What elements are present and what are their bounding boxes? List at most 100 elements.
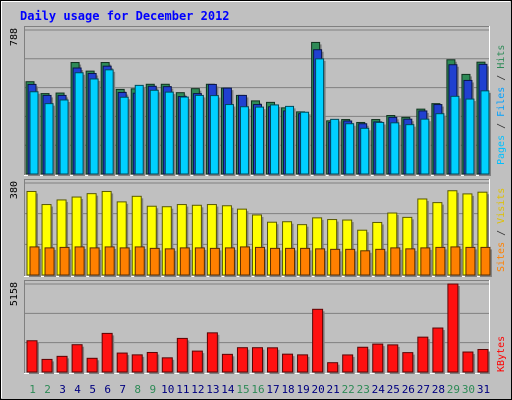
x-tick-label: 29 xyxy=(447,383,460,396)
x-tick-label: 11 xyxy=(176,383,189,396)
x-tick-label: 21 xyxy=(327,383,340,396)
axis-label-part: / xyxy=(496,69,507,87)
bar-pages xyxy=(360,127,370,175)
bar-kbytes xyxy=(462,351,474,373)
bar-sites xyxy=(194,247,205,276)
bar-kbytes xyxy=(402,352,414,373)
bar-kbytes xyxy=(251,347,263,373)
bar-sites xyxy=(345,248,356,276)
bar-sites xyxy=(315,248,326,276)
x-tick-label: 18 xyxy=(281,383,294,396)
x-tick-label: 5 xyxy=(89,383,96,396)
bar-pages xyxy=(375,121,385,175)
bar-kbytes xyxy=(191,350,203,373)
bar-kbytes xyxy=(131,354,143,373)
bar-kbytes xyxy=(312,308,324,373)
axis-label-requests: Pages / Files / Hits xyxy=(496,45,507,165)
bar-kbytes xyxy=(221,353,233,373)
x-tick-label: 6 xyxy=(104,383,111,396)
axis-label-kbytes: KBytes xyxy=(496,336,507,372)
bar-sites xyxy=(59,246,70,276)
axis-label-part: Sites xyxy=(496,242,507,272)
bar-pages xyxy=(104,69,114,175)
bar-sites xyxy=(270,247,281,276)
bar-kbytes xyxy=(206,332,218,373)
bar-sites xyxy=(134,246,145,276)
bar-sites xyxy=(104,246,115,276)
x-tick-label: 26 xyxy=(402,383,415,396)
bar-pages xyxy=(89,78,99,175)
bar-pages xyxy=(330,118,340,175)
bar-kbytes xyxy=(477,348,489,373)
bar-pages xyxy=(345,123,355,175)
bar-pages xyxy=(29,91,39,175)
x-tick-label: 4 xyxy=(74,383,81,396)
bar-pages xyxy=(405,124,415,175)
bar-pages xyxy=(254,106,264,175)
bar-kbytes xyxy=(357,346,369,373)
bar-pages xyxy=(270,104,280,175)
bar-sites xyxy=(179,247,190,276)
bar-pages xyxy=(315,58,325,175)
bar-pages xyxy=(59,99,69,175)
axis-label-visits: Sites / Visits xyxy=(496,188,507,272)
bar-kbytes xyxy=(71,344,83,373)
bar-sites xyxy=(435,246,446,276)
x-tick-label: 7 xyxy=(119,383,126,396)
x-tick-label: 13 xyxy=(206,383,219,396)
bar-kbytes xyxy=(447,283,459,373)
y-max-label-visits: 380 xyxy=(9,181,20,199)
x-tick-label: 9 xyxy=(149,383,156,396)
x-tick-label: 1 xyxy=(29,383,36,396)
bar-pages xyxy=(420,118,430,175)
x-tick-label: 12 xyxy=(191,383,204,396)
bar-sites xyxy=(119,247,130,276)
bar-sites xyxy=(390,247,401,276)
bar-pages xyxy=(74,72,84,175)
bar-kbytes xyxy=(327,362,339,373)
bar-pages xyxy=(179,96,189,175)
bar-kbytes xyxy=(417,336,429,373)
chart-title: Daily usage for December 2012 xyxy=(20,9,230,23)
bar-sites xyxy=(89,247,100,276)
axis-label-part: KBytes xyxy=(496,336,507,372)
bar-pages xyxy=(239,106,249,175)
panel-requests: 788 Pages / Files / Hits xyxy=(9,26,507,177)
bar-pages xyxy=(465,98,475,175)
x-tick-label: 23 xyxy=(357,383,370,396)
bar-sites xyxy=(164,248,175,276)
panel-visits: 380 Sites / Visits xyxy=(9,179,507,277)
bar-kbytes xyxy=(41,358,53,373)
bar-sites xyxy=(254,246,265,276)
bar-pages xyxy=(209,95,219,175)
x-tick-label: 25 xyxy=(387,383,400,396)
bar-kbytes xyxy=(267,347,279,373)
bar-sites xyxy=(330,248,341,276)
bar-pages xyxy=(134,84,144,175)
axis-label-part: Visits xyxy=(496,188,507,224)
bar-pages xyxy=(480,90,490,175)
bar-pages xyxy=(450,95,460,175)
bar-kbytes xyxy=(26,340,38,373)
bar-sites xyxy=(149,247,160,276)
x-tick-label: 8 xyxy=(134,383,141,396)
bar-sites xyxy=(375,248,386,276)
axis-label-part: / xyxy=(496,117,507,135)
bar-pages xyxy=(164,91,174,175)
bar-kbytes xyxy=(297,354,309,373)
x-tick-label: 30 xyxy=(462,383,475,396)
bar-kbytes xyxy=(282,353,294,373)
bar-kbytes xyxy=(116,352,128,373)
panels-layer: 788 Pages / Files / Hits 380 Sites / Visits… xyxy=(9,26,507,374)
axis-label-part: / xyxy=(496,224,507,242)
x-tick-label: 16 xyxy=(251,383,264,396)
bar-kbytes xyxy=(432,327,444,373)
bar-sites xyxy=(405,248,416,276)
bar-sites xyxy=(300,247,311,276)
bar-kbytes xyxy=(101,332,113,373)
x-tick-label: 28 xyxy=(432,383,445,396)
bar-sites xyxy=(29,246,40,276)
panel-kbytes: 5158 KBytes xyxy=(9,280,507,374)
x-tick-label: 14 xyxy=(221,383,235,396)
